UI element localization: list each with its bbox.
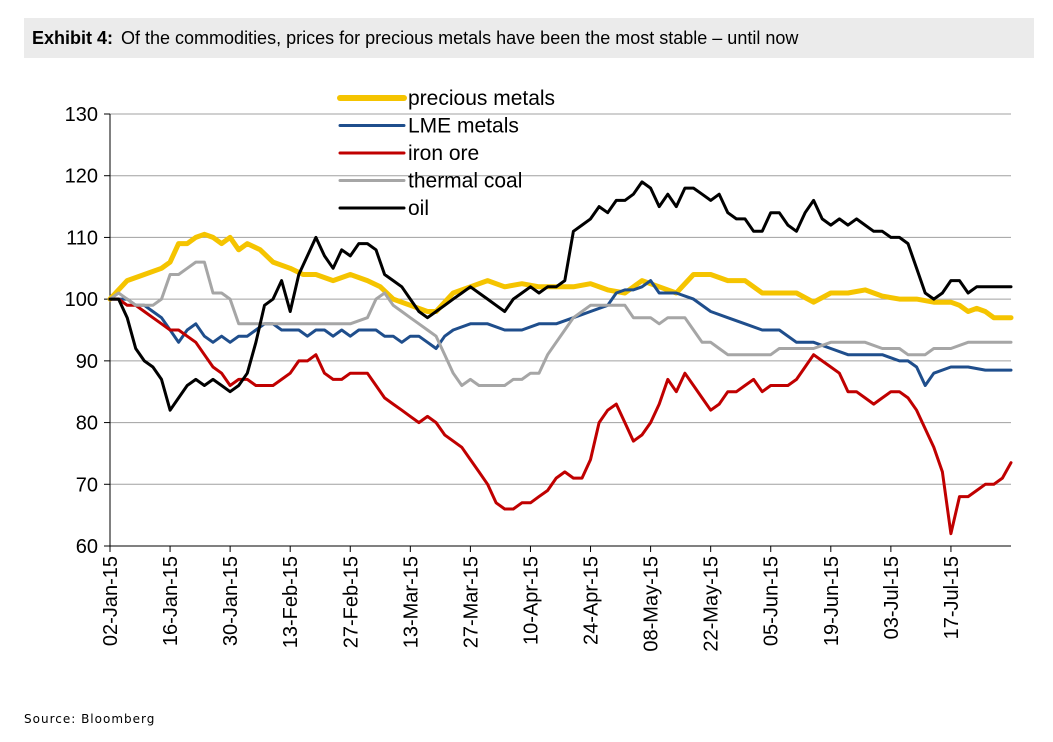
x-tick-label: 27-Mar-15 <box>460 556 482 648</box>
series-line-iron-ore <box>108 297 1013 536</box>
legend-label-precious-metals: precious metals <box>408 87 555 110</box>
series-line-precious-metals <box>107 231 1014 321</box>
y-tick-label: 120 <box>65 166 98 188</box>
x-axis: 02-Jan-15 16-Jan-15 30-Jan-15 13-Feb-15 27-F… <box>100 545 1011 652</box>
series-lines <box>107 180 1014 536</box>
x-tick-label: 08-May-15 <box>641 556 663 652</box>
legend-label-iron-ore: iron ore <box>408 142 479 165</box>
y-tick-label: 90 <box>76 351 98 373</box>
legend-label-oil: oil <box>408 197 429 220</box>
y-tick-label: 100 <box>65 289 98 311</box>
x-tick-label: 22-May-15 <box>701 556 723 652</box>
legend: precious metals LME metals iron ore thermal… <box>337 87 555 220</box>
x-tick-label: 10-Apr-15 <box>520 556 542 645</box>
y-tick-label: 60 <box>76 536 98 558</box>
series-line-oil <box>108 180 1013 412</box>
x-tick-label: 19-Jun-15 <box>821 556 843 646</box>
exhibit-title: Of the commodities, prices for precious … <box>121 27 799 48</box>
x-tick-label: 13-Feb-15 <box>280 556 302 648</box>
x-tick-label: 05-Jun-15 <box>761 556 783 646</box>
x-tick-label: 13-Mar-15 <box>400 556 422 648</box>
y-tick-label: 130 <box>65 104 98 126</box>
line-chart: 60 70 80 90 100 110 120 130 02-Jan-15 16-Jan-15 3… <box>65 87 1014 652</box>
series-line-thermal-coal <box>108 260 1013 387</box>
x-tick-label: 27-Feb-15 <box>340 556 362 648</box>
series-line-LME-metals <box>108 279 1013 387</box>
y-tick-label: 80 <box>76 413 98 435</box>
x-tick-label: 17-Jul-15 <box>941 556 963 639</box>
y-tick-label: 70 <box>76 474 98 496</box>
x-tick-label: 02-Jan-15 <box>100 556 122 646</box>
x-tick-label: 24-Apr-15 <box>581 556 603 645</box>
source-note: Source: Bloomberg <box>24 712 156 726</box>
x-tick-label: 16-Jan-15 <box>160 556 182 646</box>
exhibit-header: Exhibit 4: Of the commodities, prices fo… <box>24 18 1034 58</box>
legend-label-LME-metals: LME metals <box>408 115 519 138</box>
legend-label-thermal-coal: thermal coal <box>408 170 522 193</box>
y-tick-label: 110 <box>66 227 98 249</box>
y-axis: 60 70 80 90 100 110 120 130 <box>65 104 111 558</box>
x-tick-label: 03-Jul-15 <box>881 556 903 639</box>
gridlines <box>110 113 1011 485</box>
x-tick-label: 30-Jan-15 <box>220 556 242 646</box>
exhibit-label: Exhibit 4: <box>32 27 114 48</box>
